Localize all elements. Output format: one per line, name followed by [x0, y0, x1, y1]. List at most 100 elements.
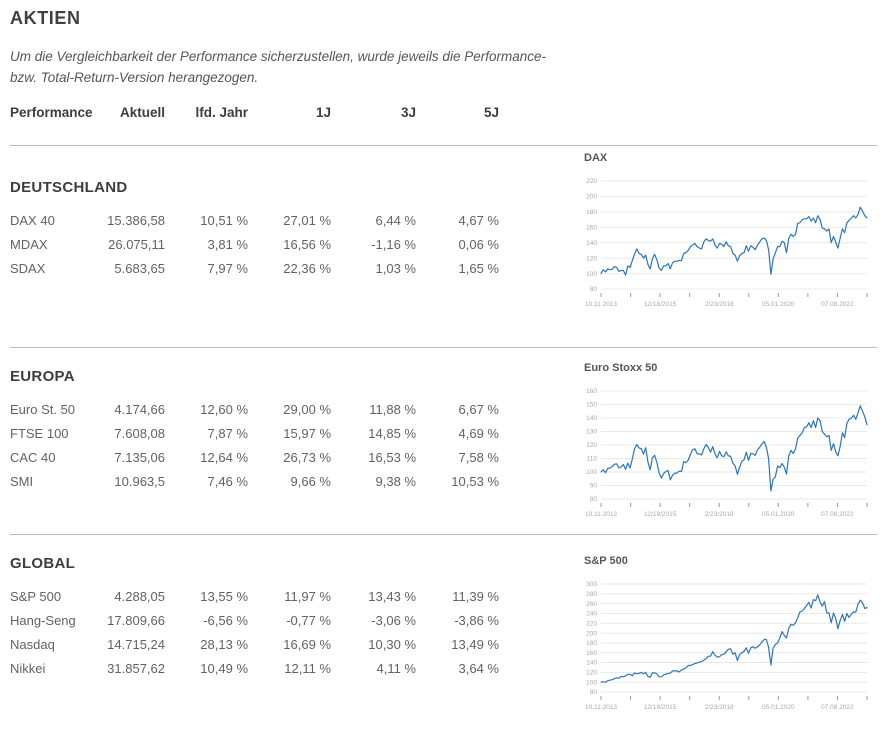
index-name-cell: FTSE 100: [10, 425, 69, 441]
svg-text:80: 80: [590, 496, 598, 503]
col-header-5j: 5J: [483, 105, 499, 120]
svg-text:120: 120: [586, 255, 597, 262]
value-cell-3j: -3,06 %: [371, 612, 416, 628]
sp-500-line-chart: 300 280 260 240 220 200 180 160 140 120 100 80 10.11…: [583, 570, 877, 722]
value-cell-3j: 4,11 %: [376, 660, 416, 676]
svg-text:07.08.2022: 07.08.2022: [821, 704, 854, 711]
deutschland-table: DEUTSCHLAND DAX 40 15.386,58 10,51 % 27,…: [10, 145, 583, 347]
value-cell-3j: 9,38 %: [375, 473, 416, 489]
value-cell-3j: 10,30 %: [368, 636, 416, 652]
index-name-cell: Euro St. 50: [10, 401, 76, 417]
value-cell-lfd-jahr: 7,46 %: [207, 473, 248, 489]
index-name-cell: CAC 40: [10, 449, 56, 465]
index-name-cell: MDAX: [10, 236, 48, 252]
value-cell-1j: 29,00 %: [283, 401, 331, 417]
col-header-3j: 3J: [400, 105, 416, 120]
euro-stoxx-50-line-chart: 160 150 140 130 120 110 100 90 80 10.11.2013 12/18…: [583, 377, 877, 529]
col-header-lfd-jahr: lfd. Jahr: [195, 105, 248, 120]
svg-text:05.01.2020: 05.01.2020: [762, 704, 795, 711]
value-cell-aktuell: 4.174,66: [114, 401, 165, 417]
svg-text:100: 100: [586, 271, 597, 278]
page-subtitle: Um die Vergleichbarkeit der Performance …: [10, 46, 594, 88]
value-cell-aktuell: 14.715,24: [107, 636, 165, 652]
value-cell-lfd-jahr: 12,64 %: [200, 449, 248, 465]
section-title-deutschland: DEUTSCHLAND: [10, 179, 128, 196]
value-cell-lfd-jahr: -6,56 %: [203, 612, 248, 628]
svg-text:05.01.2020: 05.01.2020: [762, 301, 795, 308]
value-cell-1j: 27,01 %: [283, 212, 331, 228]
euro-stoxx-50-chart: Euro Stoxx 50 160 150 140 130 120 110 100 90 80 1…: [583, 348, 877, 534]
value-cell-lfd-jahr: 10,51 %: [200, 212, 248, 228]
value-cell-3j: 14,85 %: [368, 425, 416, 441]
svg-text:150: 150: [586, 402, 597, 409]
value-cell-5j: 11,39 %: [452, 588, 499, 604]
svg-text:200: 200: [586, 194, 597, 201]
value-cell-lfd-jahr: 3,81 %: [207, 236, 248, 252]
value-cell-lfd-jahr: 12,60 %: [200, 401, 248, 417]
svg-text:120: 120: [586, 670, 597, 677]
col-header-aktuell: Aktuell: [119, 105, 165, 120]
value-cell-1j: 11,97 %: [284, 588, 331, 604]
value-cell-lfd-jahr: 7,97 %: [207, 260, 248, 276]
value-cell-1j: 16,56 %: [283, 236, 331, 252]
value-cell-3j: 16,53 %: [368, 449, 416, 465]
svg-text:80: 80: [590, 689, 598, 696]
svg-text:10.11.2013: 10.11.2013: [585, 301, 617, 308]
value-cell-3j: 1,03 %: [375, 260, 416, 276]
col-header-performance: Performance: [10, 105, 93, 120]
svg-text:12/18/2015: 12/18/2015: [644, 704, 677, 711]
svg-text:200: 200: [586, 630, 597, 637]
value-cell-5j: 3,64 %: [458, 660, 499, 676]
svg-text:160: 160: [586, 650, 597, 657]
svg-text:180: 180: [586, 209, 597, 216]
index-name-cell: Hang-Seng: [10, 612, 76, 628]
subtitle-line-1: Um die Vergleichbarkeit der Performance …: [10, 49, 546, 64]
section-europa: EUROPA Euro St. 50 4.174,66 12,60 % 29,0…: [10, 347, 877, 534]
svg-text:160: 160: [586, 225, 597, 232]
table-row: FTSE 100 7.608,08 7,87 % 15,97 % 14,85 %…: [10, 421, 583, 445]
svg-text:140: 140: [586, 660, 597, 667]
value-cell-5j: 4,69 %: [458, 425, 499, 441]
svg-text:220: 220: [586, 621, 597, 628]
svg-text:130: 130: [586, 429, 597, 436]
report-header: AKTIEN Um die Vergleichbarkeit der Perfo…: [0, 0, 889, 146]
svg-text:07.08.2022: 07.08.2022: [821, 511, 854, 518]
svg-text:12/18/2015: 12/18/2015: [644, 511, 677, 518]
value-cell-aktuell: 5.683,65: [114, 260, 165, 276]
value-cell-1j: -0,77 %: [286, 612, 331, 628]
section-title-global: GLOBAL: [10, 555, 76, 572]
value-cell-1j: 26,73 %: [283, 449, 331, 465]
section-deutschland: DEUTSCHLAND DAX 40 15.386,58 10,51 % 27,…: [10, 145, 877, 347]
value-cell-aktuell: 10.963,5: [114, 473, 165, 489]
table-row: Nikkei 31.857,62 10,49 % 12,11 % 4,11 % …: [10, 656, 583, 680]
svg-text:10.11.2013: 10.11.2013: [585, 704, 617, 711]
value-cell-lfd-jahr: 28,13 %: [200, 636, 248, 652]
value-cell-aktuell: 4.288,05: [114, 588, 165, 604]
svg-text:80: 80: [590, 286, 598, 293]
dax-line-chart: 220 200 180 160 140 120 100 80 10.11.2013 12/18/2…: [583, 167, 877, 319]
col-header-1j: 1J: [315, 105, 331, 120]
index-name-cell: DAX 40: [10, 212, 55, 228]
value-cell-5j: 0,06 %: [458, 236, 499, 252]
section-global: GLOBAL S&P 500 4.288,05 13,55 % 11,97 % …: [10, 534, 877, 733]
svg-text:260: 260: [586, 601, 597, 608]
svg-text:180: 180: [586, 640, 597, 647]
svg-text:2/23/2018: 2/23/2018: [705, 704, 734, 711]
chart-title-euro-stoxx-50: Euro Stoxx 50: [584, 362, 658, 374]
index-name-cell: Nasdaq: [10, 636, 55, 652]
value-cell-5j: 7,58 %: [458, 449, 499, 465]
svg-text:220: 220: [586, 178, 597, 185]
value-cell-1j: 9,66 %: [290, 473, 331, 489]
svg-text:90: 90: [590, 483, 598, 490]
dax-chart: DAX 220 200 180 160 140 120 100 80 10.11.2013 12/…: [583, 145, 877, 347]
europa-table: EUROPA Euro St. 50 4.174,66 12,60 % 29,0…: [10, 348, 583, 534]
index-name-cell: S&P 500: [10, 588, 62, 604]
table-row: S&P 500 4.288,05 13,55 % 11,97 % 13,43 %…: [10, 584, 583, 608]
table-row: Hang-Seng 17.809,66 -6,56 % -0,77 % -3,0…: [10, 608, 583, 632]
svg-text:2/23/2018: 2/23/2018: [705, 301, 734, 308]
value-cell-lfd-jahr: 13,55 %: [200, 588, 248, 604]
chart-title-sp-500: S&P 500: [584, 555, 628, 567]
global-table: GLOBAL S&P 500 4.288,05 13,55 % 11,97 % …: [10, 535, 583, 733]
value-cell-1j: 15,97 %: [283, 425, 331, 441]
value-cell-5j: 10,53 %: [451, 473, 499, 489]
